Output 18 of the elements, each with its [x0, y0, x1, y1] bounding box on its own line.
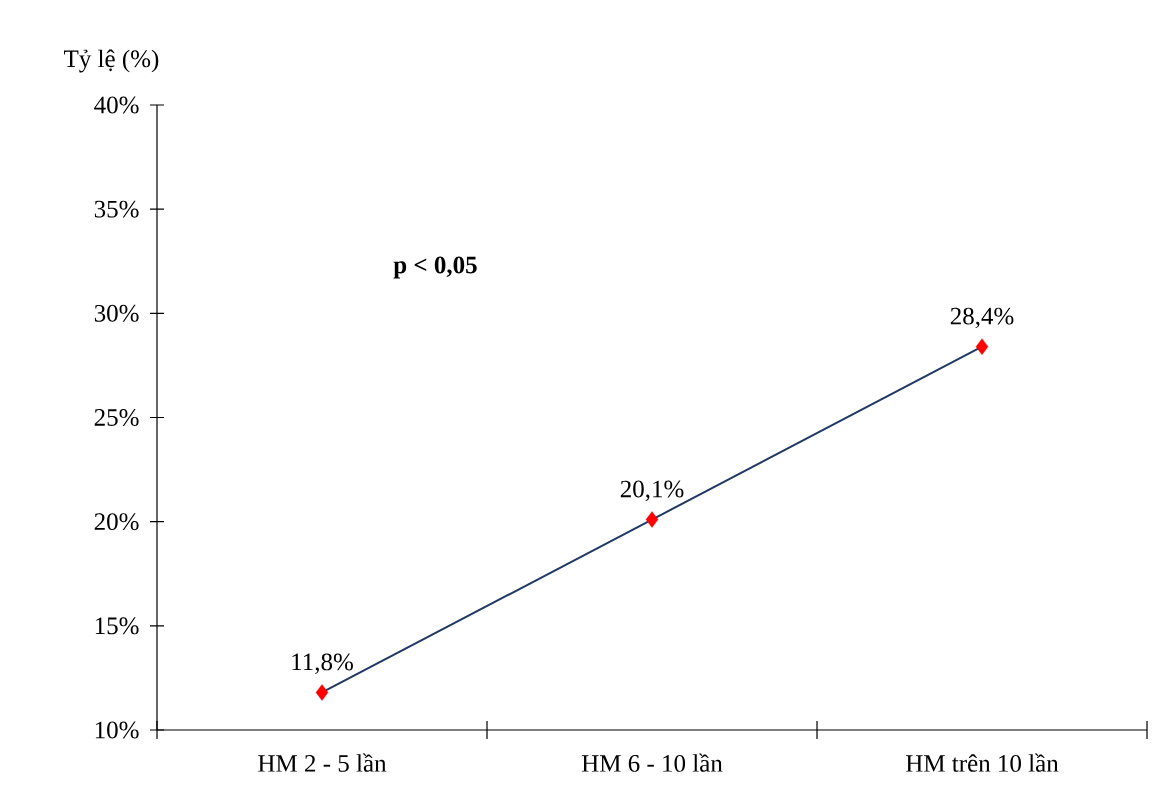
y-tick-label: 30% [94, 304, 139, 322]
x-tick-label: HM 6 - 10 lần [581, 753, 723, 772]
annotation: p < 0,05 [393, 256, 477, 279]
data-label: 20,1% [620, 480, 684, 502]
y-tick-label: 10% [95, 721, 139, 739]
point [315, 684, 329, 701]
y-tick-label: 35% [94, 200, 139, 218]
x-tick-label: HM trên 10 lần [906, 753, 1059, 772]
y-tick-label: 25% [94, 409, 139, 426]
x-tick-label: HM 2 - 5 lần [258, 753, 387, 772]
y-tick-label: 15% [95, 617, 139, 635]
y-tick-label: 40% [94, 96, 139, 114]
y-tick-label: 20% [94, 513, 139, 531]
data-label: 11,8% [292, 653, 353, 674]
y-axis-title: Tỷ lệ (%) [63, 49, 159, 73]
data-label: 28,4% [950, 307, 1014, 329]
point [975, 338, 989, 355]
point [645, 511, 659, 528]
